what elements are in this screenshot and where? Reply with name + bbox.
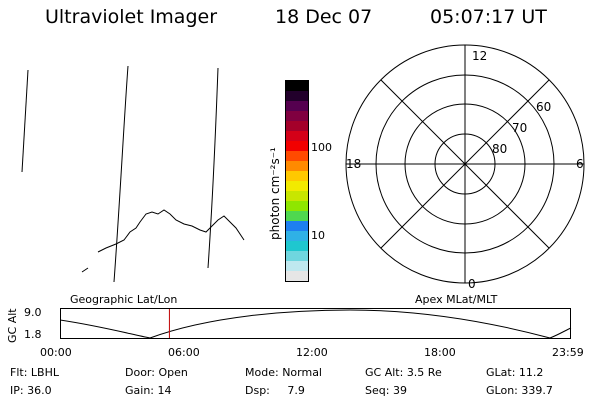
colorbar-swatch-15 [286, 121, 308, 131]
coastline-trace-3 [207, 67, 219, 269]
colorbar-swatch-4 [286, 231, 308, 241]
colorbar-swatch-0 [286, 271, 308, 281]
x-tick-1800: 18:00 [424, 346, 456, 359]
colorbar-tick-100: 100 [311, 141, 332, 154]
status-gc-alt: GC Alt: 3.5 Re [365, 366, 442, 379]
colorbar-swatch-2 [286, 251, 308, 261]
colorbar-swatch-11 [286, 161, 308, 171]
colorbar-swatch-9 [286, 181, 308, 191]
mlt-label-0: 0 [468, 277, 476, 290]
colorbar-swatch-13 [286, 141, 308, 151]
y-tick-9: 9.0 [24, 306, 42, 319]
x-tick-2359: 23:59 [552, 346, 584, 359]
status-dsp: Dsp: 7.9 [245, 384, 305, 397]
lat-label-70: 70 [512, 121, 527, 135]
polar-plot: 12 18 6 0 60 70 80 [345, 44, 585, 290]
status-gain: Gain: 14 [125, 384, 172, 397]
observation-time: 05:07:17 UT [430, 6, 547, 28]
x-tick-0000: 00:00 [40, 346, 72, 359]
mlt-label-6: 6 [576, 157, 584, 171]
colorbar-swatch-19 [286, 81, 308, 91]
geographic-latlon-title: Geographic Lat/Lon [70, 293, 178, 306]
lat-label-80: 80 [492, 142, 507, 156]
altitude-timeline [60, 308, 572, 339]
colorbar-swatch-3 [286, 241, 308, 251]
mlt-label-18: 18 [346, 157, 361, 171]
colorbar-swatch-17 [286, 101, 308, 111]
coastline-trace-4 [81, 209, 245, 273]
coastline-trace-1 [21, 69, 29, 173]
altitude-curve [60, 309, 572, 339]
colorbar-swatch-1 [286, 261, 308, 271]
colorbar-unit-label: photon cm⁻²s⁻¹ [268, 147, 282, 240]
coastline-trace-2 [113, 65, 129, 283]
x-tick-0600: 06:00 [168, 346, 200, 359]
status-glon: GLon: 339.7 [486, 384, 553, 397]
colorbar-swatch-5 [286, 221, 308, 231]
colorbar-swatch-7 [286, 201, 308, 211]
apex-mlat-mlt-title: Apex MLat/MLT [415, 293, 498, 306]
y-tick-1-8: 1.8 [24, 328, 42, 341]
status-mode: Mode: Normal [245, 366, 322, 379]
mlt-diagonal-2 [380, 79, 550, 249]
status-filter: Flt: LBHL [10, 366, 59, 379]
colorbar-swatch-14 [286, 131, 308, 141]
colorbar-swatch-6 [286, 211, 308, 221]
timeline-frame [60, 308, 571, 339]
mlt-label-12: 12 [472, 49, 487, 63]
intensity-colorbar [285, 80, 309, 282]
status-ip: IP: 36.0 [10, 384, 52, 397]
status-seq: Seq: 39 [365, 384, 407, 397]
observation-date: 18 Dec 07 [275, 6, 373, 28]
lat-label-60: 60 [536, 100, 551, 114]
colorbar-swatch-16 [286, 111, 308, 121]
colorbar-swatch-18 [286, 91, 308, 101]
status-glat: GLat: 11.2 [486, 366, 544, 379]
instrument-title: Ultraviolet Imager [45, 6, 218, 28]
colorbar-swatch-8 [286, 191, 308, 201]
colorbar-tick-10: 10 [311, 229, 325, 242]
colorbar-swatch-10 [286, 171, 308, 181]
x-tick-1200: 12:00 [296, 346, 328, 359]
gc-alt-axis-label: GC Alt [6, 308, 19, 343]
colorbar-swatch-12 [286, 151, 308, 161]
status-door: Door: Open [125, 366, 188, 379]
